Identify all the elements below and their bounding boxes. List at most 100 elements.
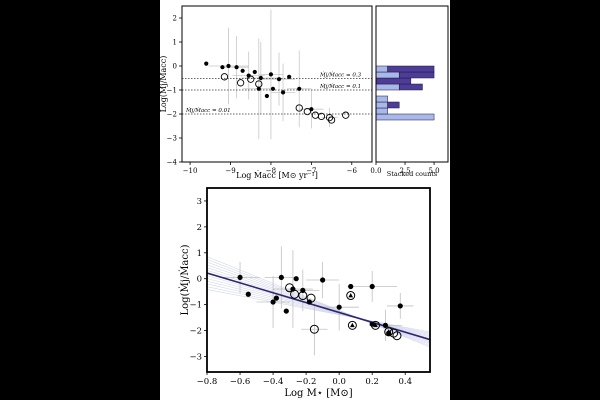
panel2-bar-s0-b5 <box>375 83 400 91</box>
panel2-bar-s1-b5 <box>398 83 423 91</box>
panel3-xtick-label-1: −0.6 <box>230 377 251 387</box>
panel3-point-triangle-0 <box>348 292 354 298</box>
panel3-fit-sample-3 <box>207 280 430 337</box>
panel3-point-filled-7 <box>293 276 299 282</box>
panel3-point-open-6 <box>347 320 357 330</box>
panel3-point-filled-0 <box>237 274 243 281</box>
figure-canvas: Ṁj/Ṁacc = 0.3 Ṁj/Ṁacc = 0.1 Ṁj/Ṁacc = 0.01… <box>160 0 450 400</box>
panel3-ytick-label-2: −1 <box>189 301 202 311</box>
panel1-point-open-9 <box>327 116 336 124</box>
panel2-bar-s0-b1 <box>375 107 388 115</box>
panel1-point-open-0 <box>220 73 229 81</box>
panel3-xlabel: Log M⋆ [M⊙] <box>284 388 352 399</box>
panel1-ratio-label-2: Ṁj/Ṁacc = 0.01 <box>185 107 231 114</box>
panel2-bar-s1-b6 <box>375 77 412 85</box>
panel1-point-open-7 <box>317 112 326 121</box>
panel2-frame <box>375 5 449 163</box>
panel1-frame <box>181 5 373 163</box>
panel1-xtick-label-2: −8 <box>266 167 276 175</box>
panel3-xtick-label-2: −0.4 <box>263 377 284 387</box>
panel3-fit-sample-4 <box>207 278 430 338</box>
panel1-point-filled-16 <box>280 90 286 95</box>
panel3-plot-area <box>207 246 430 356</box>
panel3-point-filled-12 <box>348 283 354 290</box>
panel3-point-open-4 <box>309 324 319 334</box>
panel1-xtick-label-0: −10 <box>183 167 198 175</box>
panel1-xtick-label-4: −6 <box>347 167 358 175</box>
panel3-point-triangle-2 <box>373 322 378 328</box>
panel1-point-filled-11 <box>256 86 261 91</box>
panel1-ytick-label-3: −1 <box>167 87 177 95</box>
panel1-point-open-5 <box>303 107 311 116</box>
panel3-point-filled-3 <box>273 295 279 301</box>
panel3-ytick-label-4: 1 <box>197 249 202 259</box>
panel1-point-filled-2 <box>226 63 231 69</box>
panel1-point-open-4 <box>295 104 303 112</box>
panel3-xtick-label-3: −0.2 <box>296 377 317 387</box>
panel1-xtick-label-3: −7 <box>306 167 316 175</box>
panel2-bar-s1-b7 <box>398 71 435 79</box>
panel1-point-filled-0 <box>204 61 209 66</box>
panel3-fit-sample-8 <box>207 267 430 343</box>
panel1-point-filled-7 <box>258 75 263 81</box>
panel1-point-filled-3 <box>234 65 239 70</box>
panel1-point-open-2 <box>247 75 255 83</box>
panel3-xtick-label-4: 0.0 <box>332 377 346 387</box>
panel1-point-open-8 <box>325 113 334 122</box>
panel3-ytick-label-0: −3 <box>189 352 202 362</box>
panel1-point-filled-1 <box>220 65 225 70</box>
panel3-point-open-2 <box>298 291 308 301</box>
panel3-point-filled-5 <box>283 308 289 314</box>
panel3-ylabel: Log(Ṁj/Ṁacc) <box>179 244 191 315</box>
panel3-ytick-label-3: 0 <box>197 275 202 285</box>
panel2-bar-s0-b3 <box>375 95 388 103</box>
panel3-xtick-label-5: 0.2 <box>365 377 379 387</box>
panel2-bar-s1-b8 <box>387 65 435 73</box>
panel1-ratio-label-0: Ṁj/Ṁacc = 0.3 <box>319 71 362 78</box>
panel3-point-triangle-3 <box>386 329 392 334</box>
panel3-point-filled-16 <box>397 303 403 309</box>
panel1-bg <box>182 6 372 162</box>
panel2-xtick-label-2: 5.0 <box>428 167 439 175</box>
panel1-xlabel: Log Ṁacc [M⊙ yr⁻¹] <box>236 171 318 180</box>
panel1-point-filled-6 <box>252 69 257 75</box>
panel3-xtick-label-0: −0.8 <box>197 377 218 387</box>
panel1-ytick-label-0: −4 <box>167 159 178 167</box>
panel3-point-filled-10 <box>320 277 326 283</box>
panel1-point-filled-14 <box>297 86 302 91</box>
panel1-point-filled-9 <box>276 77 282 82</box>
panel3-frame <box>206 187 431 373</box>
panel3-point-open-7 <box>370 320 380 330</box>
panel1-point-filled-10 <box>287 74 292 79</box>
panel1-point-open-1 <box>236 79 245 87</box>
panel2-bar-s0-b2 <box>375 101 388 109</box>
figure-svg: Ṁj/Ṁacc = 0.3 Ṁj/Ṁacc = 0.1 Ṁj/Ṁacc = 0.01… <box>160 5 449 399</box>
panel3-point-filled-13 <box>369 321 375 327</box>
panel3-point-open-5 <box>346 291 356 301</box>
panel3-point-filled-4 <box>278 274 284 281</box>
panel2-bar-s0-b8 <box>375 65 388 73</box>
panel1-point-filled-8 <box>268 72 274 77</box>
panel1-ytick-label-4: 0 <box>173 63 177 71</box>
panel3-xtick-label-6: 0.4 <box>398 377 412 387</box>
panel1-ratio-label-1: Ṁj/Ṁacc = 0.1 <box>319 83 361 90</box>
panel3-point-filled-17 <box>369 283 375 290</box>
panel1-ylabel: Log(Ṁj/Ṁacc) <box>160 56 168 113</box>
panel1-ytick-label-2: −2 <box>167 111 177 119</box>
panel3-point-filled-14 <box>382 322 388 328</box>
panel3-point-open-8 <box>384 327 394 337</box>
panel3-point-filled-2 <box>270 299 276 305</box>
panel2-xlabel: Stacked counts <box>387 170 437 178</box>
panel1-point-filled-4 <box>240 68 245 73</box>
panel1-point-open-3 <box>255 80 263 88</box>
panel1-ytick-label-1: −3 <box>167 135 177 143</box>
panel1-ytick-label-5: 1 <box>173 39 177 47</box>
panel2-xtick-label-1: 2.5 <box>399 167 410 175</box>
panel2-bar-s1-b2 <box>387 101 400 109</box>
panel1-ytick-label-6: 2 <box>173 15 177 23</box>
panel2-xtick-label-0: 0.0 <box>370 167 381 175</box>
panel3-fit-sample-2 <box>207 283 430 335</box>
panel3-point-filled-1 <box>245 291 251 297</box>
panel1-point-filled-5 <box>246 73 251 78</box>
